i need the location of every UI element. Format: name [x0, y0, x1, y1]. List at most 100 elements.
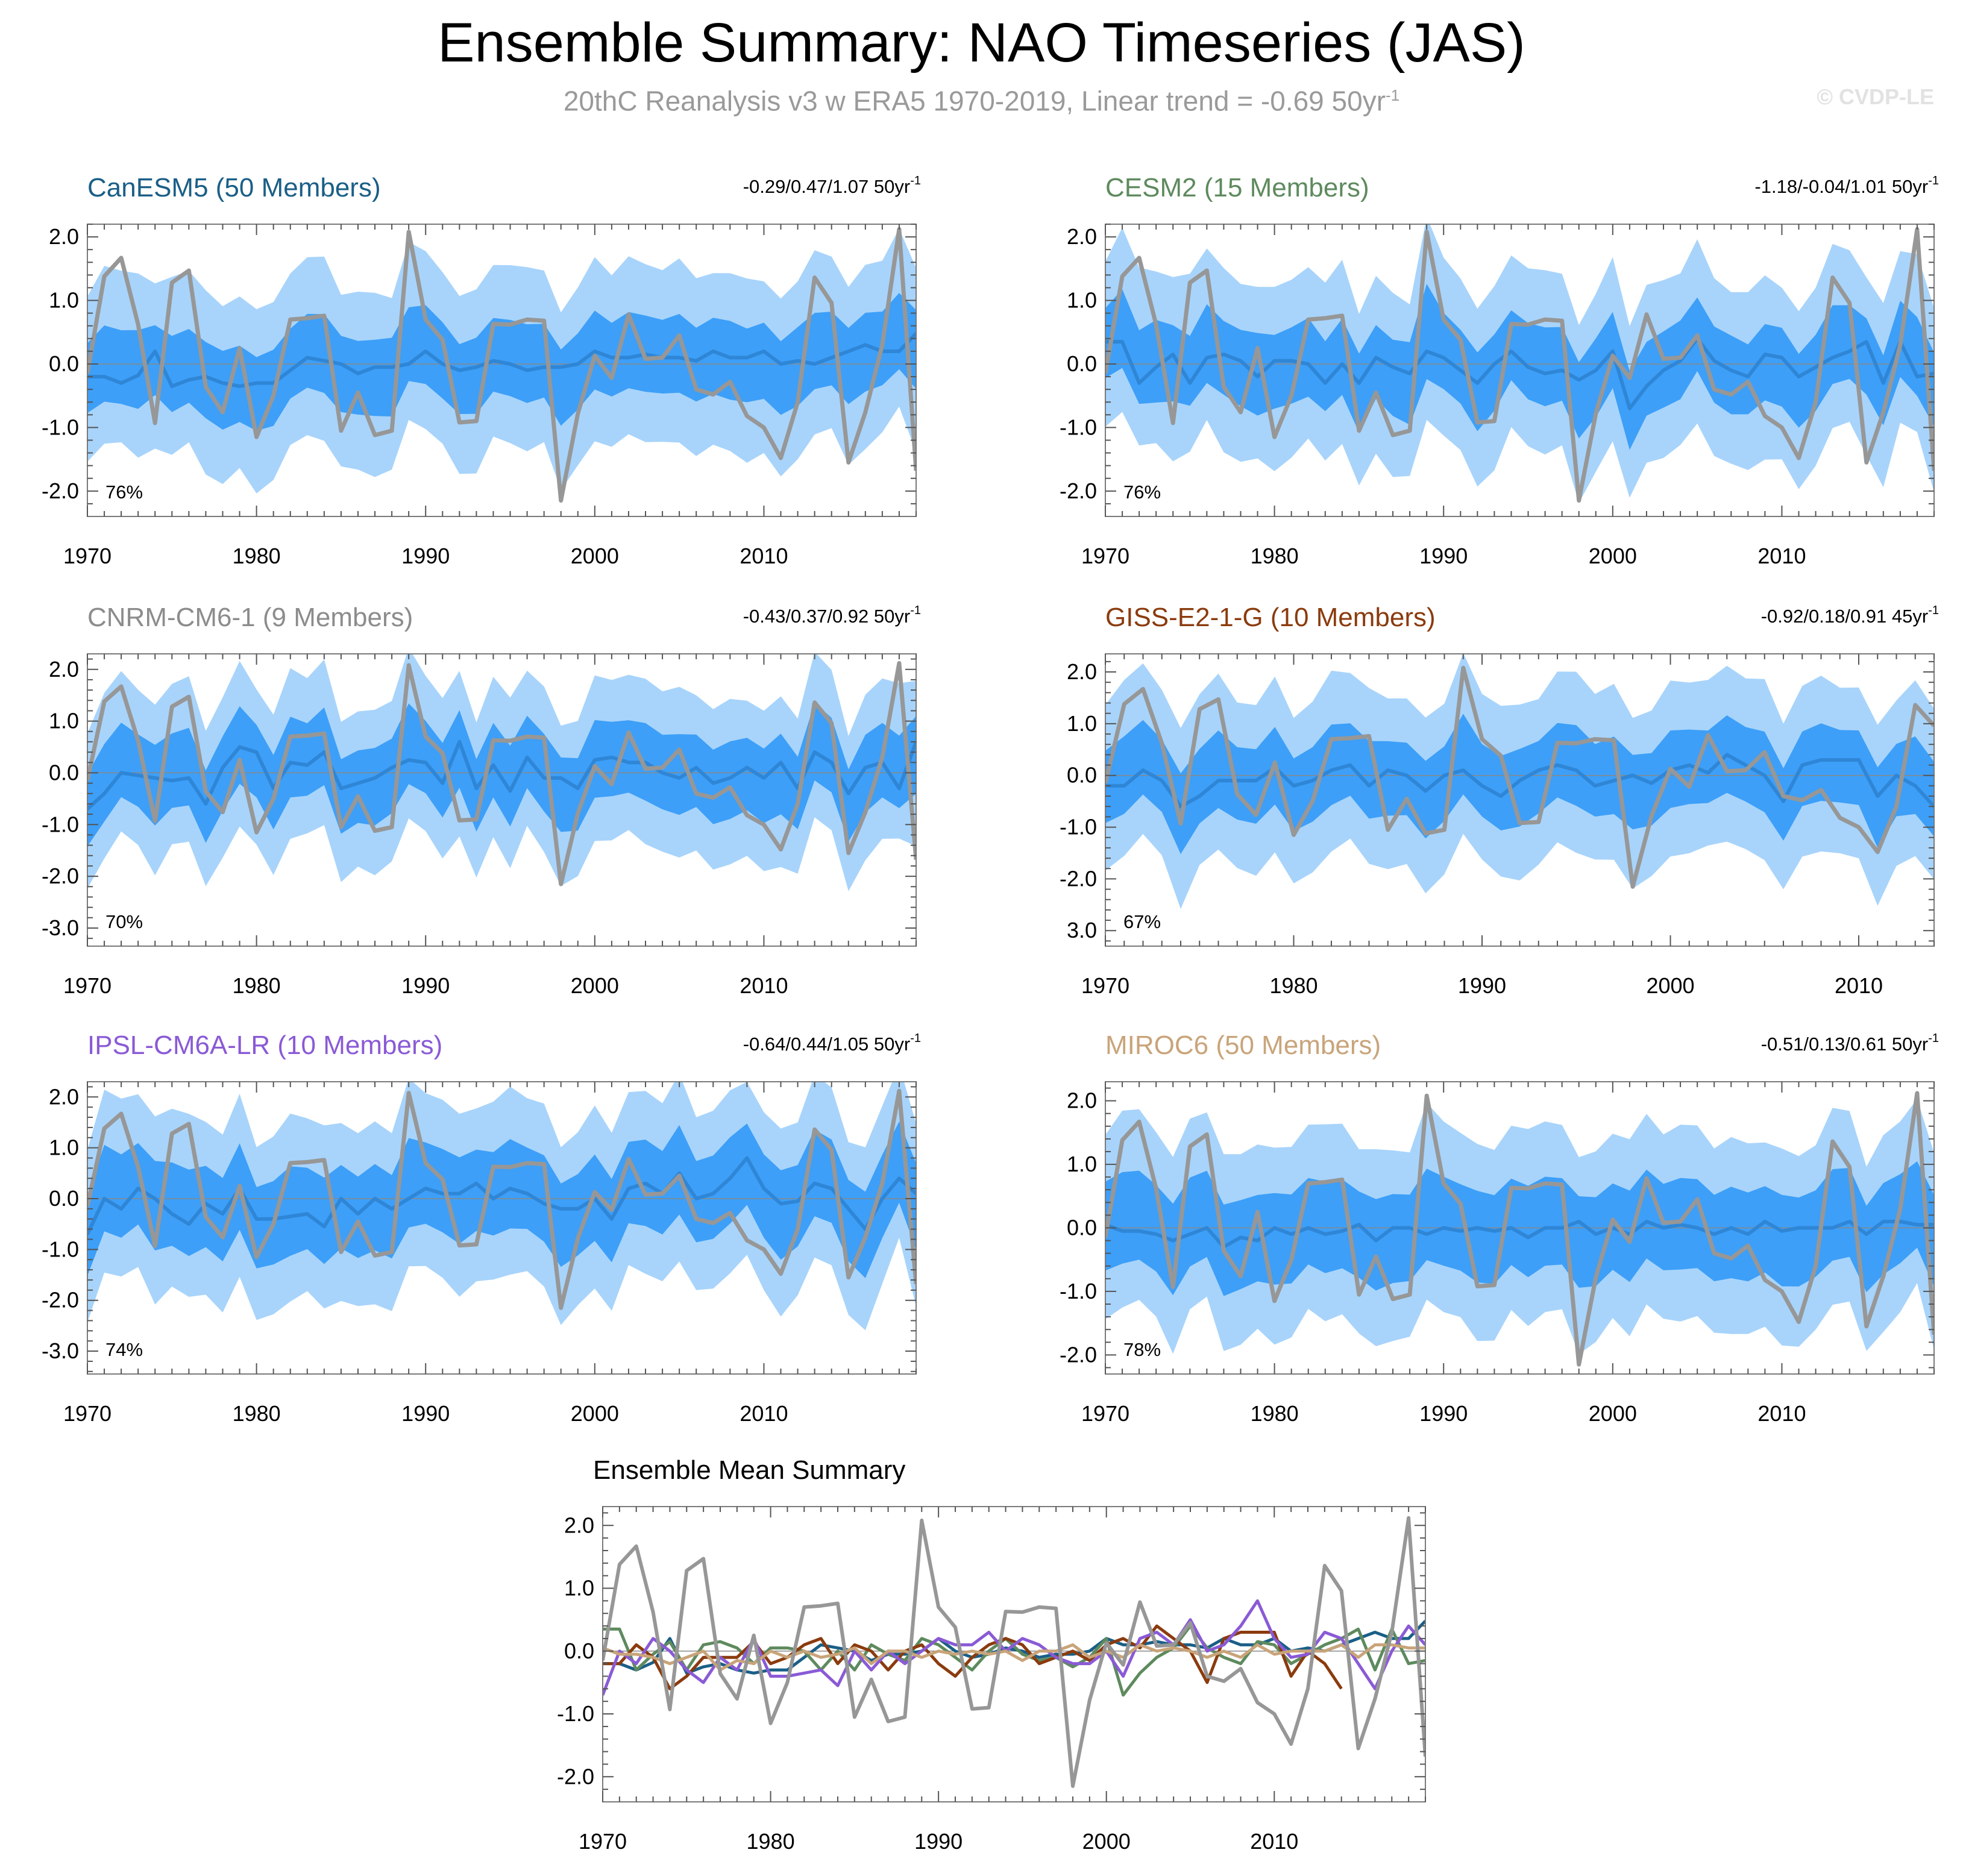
x-tick-label: 2000: [571, 973, 619, 998]
plot-area: [87, 227, 916, 503]
x-tick-label: 1990: [1419, 544, 1468, 568]
x-tick-label: 2000: [1082, 1829, 1131, 1854]
y-tick-label: 0.0: [49, 1186, 79, 1211]
panel-ipsl-cm6a-lr: -3.0 -2.0 -1.0 0.0 1.0 2.0 1970 1980 1990 2000 201…: [42, 1031, 921, 1426]
percent-label: 74%: [105, 1339, 143, 1360]
x-tick-label: 1970: [63, 1401, 111, 1426]
plot-area: [1105, 1091, 1934, 1367]
x-tick-label: 1980: [1251, 1401, 1299, 1426]
trend-stats-superscript: -1: [910, 604, 921, 617]
x-tick-label: 2000: [571, 1401, 619, 1426]
ensemble-mean-line: [87, 739, 916, 811]
ensemble-mean-line: [1105, 1220, 1934, 1249]
trend-stats-text: -0.92/0.18/0.91 45yr: [1761, 606, 1928, 627]
observations-line: [603, 1516, 1425, 1788]
percent-label: 78%: [1123, 1339, 1161, 1360]
plot-area: [87, 1082, 916, 1331]
ensemble-mean-line: [1105, 336, 1934, 410]
y-tick-label: -2.0: [557, 1764, 594, 1789]
inner-spread-band: [1105, 283, 1934, 450]
y-tick-label: 2.0: [1067, 659, 1097, 684]
y-tick-label: 0.0: [1067, 1216, 1097, 1240]
panel-cesm2: -2.0 -1.0 0.0 1.0 2.0 1970 1980 1990 2000 2010 CES…: [1060, 173, 1939, 568]
y-tick-label: 3.0: [1067, 918, 1097, 943]
panel-title: IPSL-CM6A-LR (10 Members): [87, 1031, 442, 1060]
y-tick-label: -1.0: [1060, 815, 1097, 839]
subtitle-text: 20thC Reanalysis v3 w ERA5 1970-2019, Li…: [563, 85, 1386, 117]
y-tick-label: 0.0: [564, 1639, 594, 1663]
observations-line: [87, 661, 916, 886]
y-tick-label: 2.0: [1067, 1088, 1097, 1113]
x-tick-label: 2000: [1589, 1401, 1637, 1426]
trend-stats-text: -1.18/-0.04/1.01 50yr: [1754, 176, 1928, 197]
y-tick-label: 1.0: [1067, 1152, 1097, 1176]
summary-series-miroc6: [603, 1643, 1425, 1672]
panel-title: CESM2 (15 Members): [1105, 173, 1369, 202]
y-tick-label: 1.0: [1067, 711, 1097, 736]
y-tick-label: 1.0: [49, 709, 79, 733]
x-tick-label: 1970: [1081, 1401, 1129, 1426]
y-tick-label: 2.0: [49, 657, 79, 682]
trend-stats: -0.43/0.37/0.92 50yr-1: [743, 604, 921, 627]
panel-giss-e2-1-g: 3.0 -2.0 -1.0 0.0 1.0 2.0 1970 1980 1990 2000 2010…: [1060, 603, 1939, 998]
y-tick-label: 2.0: [1067, 224, 1097, 249]
panel-title: CNRM-CM6-1 (9 Members): [87, 603, 413, 632]
trend-stats-text: -0.64/0.44/1.05 50yr: [743, 1034, 910, 1055]
y-tick-label: 0.0: [49, 760, 79, 785]
x-tick-label: 1970: [1081, 544, 1129, 568]
x-tick-label: 1990: [401, 544, 450, 568]
trend-stats-text: -0.43/0.37/0.92 50yr: [743, 606, 910, 627]
x-tick-label: 1970: [1081, 973, 1129, 998]
inner-spread-band: [87, 703, 916, 847]
trend-stats-superscript: -1: [1928, 604, 1939, 617]
panel-ensemble-mean-summary: -2.0 -1.0 0.0 1.0 2.0 1970 1980 1990 2000 2010 Ens…: [557, 1455, 1426, 1854]
x-tick-label: 2010: [740, 973, 788, 998]
x-tick-label: 1980: [233, 1401, 281, 1426]
y-tick-label: -3.0: [42, 1338, 79, 1363]
y-tick-label: -2.0: [1060, 1342, 1097, 1367]
panel-frame: [87, 1081, 917, 1375]
y-tick-label: -2.0: [42, 864, 79, 888]
x-tick-label: 1970: [579, 1829, 627, 1854]
panel-frame: [87, 224, 917, 517]
ensemble-mean-line: [87, 1156, 916, 1235]
plot-area: [87, 654, 916, 891]
y-tick-label: 2.0: [49, 224, 79, 249]
x-tick-label: 1980: [233, 973, 281, 998]
x-tick-label: 2010: [1757, 544, 1806, 568]
panel-frame: [602, 1506, 1426, 1802]
y-tick-label: 1.0: [564, 1576, 594, 1601]
y-tick-label: 0.0: [49, 351, 79, 376]
x-tick-label: 1990: [1419, 1401, 1468, 1426]
panel-title: GISS-E2-1-G (10 Members): [1105, 603, 1436, 632]
y-tick-label: 1.0: [49, 1135, 79, 1160]
x-tick-label: 1980: [1251, 544, 1299, 568]
percent-label: 70%: [105, 911, 143, 932]
x-tick-label: 1990: [401, 973, 450, 998]
panel-cnrm-cm6-1: -3.0 -2.0 -1.0 0.0 1.0 2.0 1970 1980 1990 2000 201…: [42, 603, 921, 998]
y-tick-label: -2.0: [1060, 866, 1097, 891]
copyright-watermark: © CVDP-LE: [1817, 84, 1934, 109]
y-tick-label: -1.0: [42, 1237, 79, 1261]
y-tick-label: 2.0: [564, 1513, 594, 1537]
y-tick-label: 2.0: [49, 1084, 79, 1109]
x-tick-label: 1970: [63, 973, 111, 998]
figure-title: Ensemble Summary: NAO Timeseries (JAS): [438, 12, 1525, 74]
x-tick-label: 1980: [233, 544, 281, 568]
trend-stats: -0.92/0.18/0.91 45yr-1: [1761, 604, 1939, 627]
subtitle-superscript: -1: [1386, 86, 1400, 104]
trend-stats-superscript: -1: [910, 174, 921, 187]
y-tick-label: -3.0: [42, 915, 79, 940]
y-tick-label: -1.0: [42, 415, 79, 439]
y-tick-label: 0.0: [1067, 351, 1097, 376]
inner-spread-band: [1105, 1161, 1934, 1296]
figure-subtitle: 20thC Reanalysis v3 w ERA5 1970-2019, Li…: [0, 78, 1963, 118]
panel-title: MIROC6 (50 Members): [1105, 1031, 1381, 1060]
inner-spread-band: [1105, 714, 1934, 855]
panel-frame: [87, 653, 917, 947]
percent-label: 76%: [1123, 482, 1161, 503]
observations-line: [1105, 665, 1934, 889]
x-tick-label: 1990: [914, 1829, 963, 1854]
x-tick-label: 2010: [1835, 973, 1883, 998]
y-tick-label: -1.0: [42, 812, 79, 836]
